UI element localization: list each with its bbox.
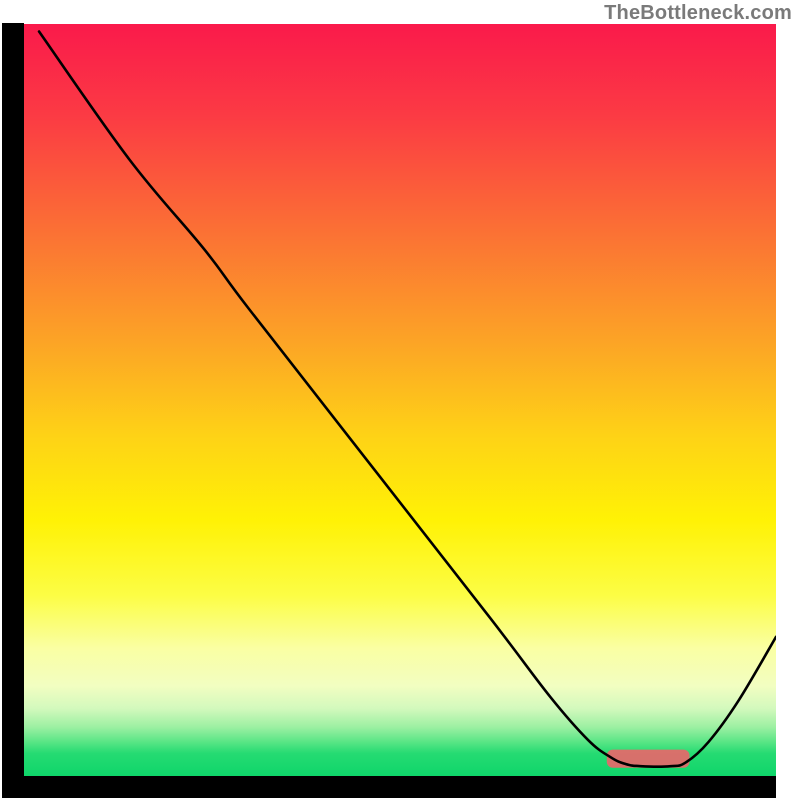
- x-axis: [2, 776, 776, 798]
- y-axis: [2, 23, 24, 798]
- curve-layer: [24, 24, 776, 776]
- chart-stage: TheBottleneck.com: [0, 0, 800, 800]
- bottleneck-curve: [39, 32, 776, 767]
- watermark-text: TheBottleneck.com: [604, 2, 792, 25]
- plot-area: [24, 24, 776, 776]
